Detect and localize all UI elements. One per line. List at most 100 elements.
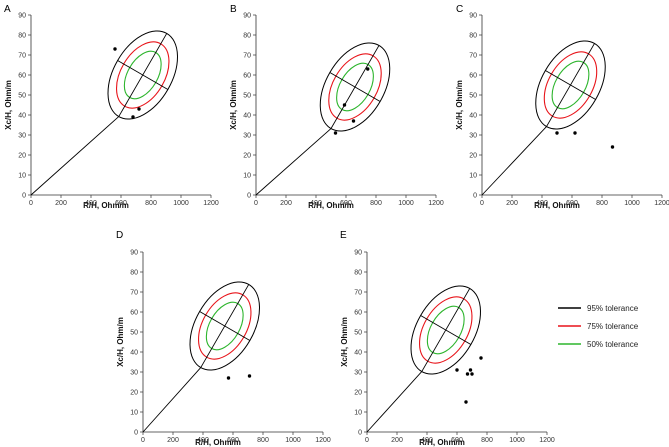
x-tick-label-a: 800 (145, 200, 157, 207)
y-tick-label-b: 20 (243, 153, 251, 160)
legend-label-50: 50% tolerance (587, 340, 639, 349)
data-point-e (468, 368, 473, 372)
y-tick-label-b: 70 (243, 53, 251, 60)
y-tick-label-e: 40 (354, 350, 362, 357)
y-tick-label-d: 10 (130, 410, 138, 417)
x-tick-label-b: 800 (370, 200, 382, 207)
vector-line-e (366, 371, 423, 433)
y-tick-label-b: 50 (243, 93, 251, 100)
data-point-d (247, 374, 252, 378)
x-tick-label-a: 1000 (173, 200, 189, 207)
x-tick-label-b: 1000 (398, 200, 414, 207)
y-tick-label-e: 50 (354, 330, 362, 337)
x-tick-label-a: 1200 (203, 200, 219, 207)
data-point-b (366, 67, 370, 71)
y-tick-label-a: 60 (18, 73, 26, 80)
panel-label-b: B (230, 4, 237, 15)
data-point-b (333, 131, 338, 135)
y-tick-label-d: 60 (130, 310, 138, 317)
y-tick-label-e: 10 (354, 410, 362, 417)
x-tick-label-d: 0 (141, 437, 145, 444)
x-tick-label-b: 1200 (428, 200, 444, 207)
y-tick-label-d: 50 (130, 330, 138, 337)
y-tick-label-b: 80 (243, 33, 251, 40)
data-point-a (131, 115, 135, 119)
y-tick-label-c: 80 (469, 33, 477, 40)
data-point-e (465, 372, 470, 376)
x-tick-label-e: 400 (421, 437, 433, 444)
x-tick-label-d: 600 (227, 437, 239, 444)
y-tick-label-a: 50 (18, 93, 26, 100)
y-tick-label-c: 50 (469, 93, 477, 100)
y-tick-label-a: 80 (18, 33, 26, 40)
x-tick-label-a: 400 (85, 200, 97, 207)
x-tick-label-c: 400 (536, 200, 548, 207)
data-point-d (226, 376, 231, 380)
x-tick-label-b: 400 (310, 200, 322, 207)
vector-line-d (142, 367, 202, 433)
y-axis-title-c: Xc/H, Ohm/m (455, 80, 464, 130)
data-point-c (610, 145, 615, 149)
y-tick-label-d: 20 (130, 390, 138, 397)
x-tick-label-d: 1200 (315, 437, 331, 444)
y-axis-title-b: Xc/H, Ohm/m (229, 80, 238, 130)
x-tick-label-d: 200 (167, 437, 179, 444)
data-point-b (342, 103, 347, 107)
x-axis-title-b: R/H, Ohm/m (308, 201, 354, 210)
x-tick-label-b: 200 (280, 200, 292, 207)
y-axis-title-e: Xc/H, Ohm/m (340, 317, 349, 367)
y-axis-title-a: Xc/H, Ohm/m (4, 80, 13, 130)
x-tick-label-e: 1200 (539, 437, 555, 444)
x-axis-title-d: R/H, Ohm/m (195, 438, 241, 447)
x-tick-label-d: 800 (257, 437, 269, 444)
y-tick-label-e: 90 (354, 250, 362, 257)
vector-line-c (481, 126, 547, 196)
y-tick-label-c: 90 (469, 13, 477, 20)
y-tick-label-d: 40 (130, 350, 138, 357)
data-point-c (573, 131, 577, 135)
y-tick-label-a: 90 (18, 13, 26, 20)
y-tick-label-b: 10 (243, 173, 251, 180)
y-tick-label-d: 30 (130, 370, 138, 377)
panel-a: A 0 200 400 600 800 1000 1200 0 10 20 30 40 50 60 70 80 9… (4, 4, 219, 210)
y-tick-label-c: 60 (469, 73, 477, 80)
x-tick-label-d: 400 (197, 437, 209, 444)
x-tick-label-b: 600 (340, 200, 352, 207)
x-axis-title-a: R/H, Ohm/m (83, 201, 129, 210)
x-tick-label-a: 0 (29, 200, 33, 207)
x-tick-label-b: 0 (254, 200, 258, 207)
y-tick-label-e: 60 (354, 310, 362, 317)
y-axis-title-d: Xc/H, Ohm/m (116, 317, 125, 367)
y-tick-label-a: 0 (22, 193, 26, 200)
y-tick-label-d: 80 (130, 270, 138, 277)
y-tick-label-c: 20 (469, 153, 477, 160)
data-point-e (464, 400, 468, 404)
panel-label-e: E (340, 230, 347, 241)
legend-label-75: 75% tolerance (587, 322, 639, 331)
x-tick-label-e: 1000 (509, 437, 525, 444)
y-tick-label-c: 30 (469, 133, 477, 140)
x-tick-label-c: 1000 (624, 200, 640, 207)
panel-label-a: A (4, 4, 11, 15)
x-tick-label-c: 0 (480, 200, 484, 207)
x-tick-label-e: 800 (481, 437, 493, 444)
data-point-a (113, 47, 117, 51)
y-tick-label-b: 90 (243, 13, 251, 20)
y-tick-label-a: 30 (18, 133, 26, 140)
x-tick-label-c: 200 (506, 200, 518, 207)
y-tick-label-a: 20 (18, 153, 26, 160)
y-tick-label-b: 40 (243, 113, 251, 120)
data-point-e (479, 356, 483, 360)
y-tick-label-d: 0 (134, 430, 138, 437)
x-axis-title-c: R/H, Ohm/m (534, 201, 580, 210)
data-point-c (555, 131, 559, 135)
panel-b: B 0 200 400 600 800 1000 1200 0 10 20 30 40 50 60 70 80 9… (229, 4, 444, 210)
y-tick-label-c: 0 (473, 193, 477, 200)
y-tick-label-e: 20 (354, 390, 362, 397)
vector-line-b (255, 128, 332, 196)
panel-label-c: C (456, 4, 463, 15)
data-point-e (455, 368, 459, 372)
y-tick-label-c: 70 (469, 53, 477, 60)
panel-e: E 0 200 400 600 800 1000 1200 0 10 20 30 40 50 60 70 80 9… (340, 230, 555, 447)
